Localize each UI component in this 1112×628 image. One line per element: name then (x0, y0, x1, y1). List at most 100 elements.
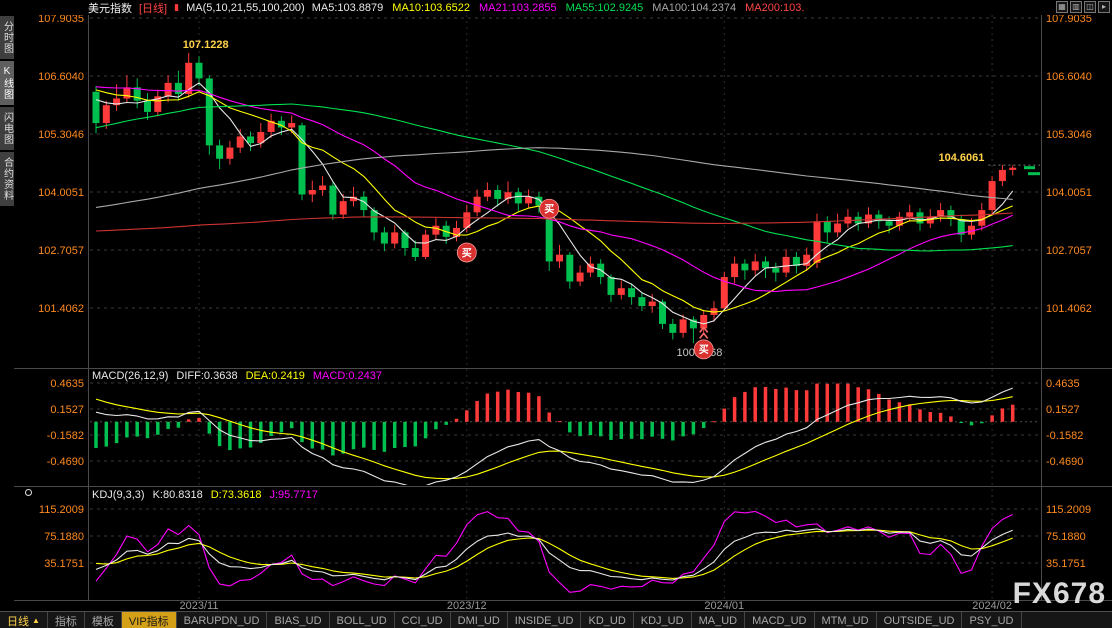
svg-text:-0.1582: -0.1582 (47, 430, 84, 442)
tab-BOLL_UD[interactable]: BOLL_UD (330, 612, 395, 628)
header-ma-value-0: MA5:103.8879 (311, 1, 384, 14)
svg-text:106.6040: 106.6040 (38, 71, 84, 83)
macd-histogram (94, 383, 1015, 456)
bottom-toolbar: 日线 ▲ 指标 模板 VIP指标 BARUPDN_UD BIAS_UD BOLL_UD CC… (0, 611, 1112, 628)
frame-lines (0, 14, 1112, 601)
svg-text:104.0051: 104.0051 (38, 187, 84, 199)
sidebar-item-timeshare-chart[interactable]: 分时图 (0, 16, 14, 59)
candlestick-series (92, 52, 1017, 344)
tab-MACD_UD[interactable]: MACD_UD (745, 612, 815, 628)
svg-text:107.1228: 107.1228 (183, 39, 229, 51)
layout-grid-icon[interactable]: ▦ (1056, 1, 1068, 13)
macd-title: MACD(26,12,9) (92, 370, 169, 382)
svg-text:35.1751: 35.1751 (44, 558, 84, 570)
header-ma-value-5: MA200:103. (745, 1, 805, 14)
svg-text:35.1751: 35.1751 (1046, 558, 1086, 570)
sidebar-item-kline-chart[interactable]: K线图 (0, 61, 14, 105)
period-selector-label: 日线 (7, 615, 29, 628)
svg-text:106.6040: 106.6040 (1046, 71, 1092, 83)
layout-split-icon[interactable]: ▥ (1070, 1, 1082, 13)
header-ma-value-2: MA21:103.2855 (478, 1, 557, 14)
layout-next-icon[interactable]: ▸ (1098, 1, 1110, 13)
kdj-header: KDJ(9,3,3) K:80.8318 D:73.3618 J:95.7717 (92, 489, 318, 501)
layout-single-icon[interactable]: ◫ (1084, 1, 1096, 13)
tab-KDJ_UD[interactable]: KDJ_UD (634, 612, 692, 628)
svg-text:-0.4690: -0.4690 (1046, 456, 1083, 468)
period-tag: [日线] (139, 2, 168, 15)
macd-value-0: DIFF:0.3638 (176, 370, 238, 382)
macd-values: DIFF:0.3638 DEA:0.2419 MACD:0.2437 (176, 370, 382, 382)
buy-marker: 买 (693, 326, 714, 360)
tab-MTM_UD[interactable]: MTM_UD (815, 612, 877, 628)
svg-text:2023/12: 2023/12 (447, 600, 487, 612)
svg-text:104.0051: 104.0051 (1046, 187, 1092, 199)
left-sidebar: 分时图 K线图闪电图合约资料 (0, 16, 14, 206)
macd-value-1: DEA:0.2419 (245, 370, 305, 382)
sidebar-item-contract-info[interactable]: 合约资料 (0, 152, 14, 206)
kdj-value-0: K:80.8318 (152, 489, 203, 501)
chart-header: 美元指数 [日线] ▮ MA(5,10,21,55,100,200) MA5:1… (0, 0, 1112, 15)
svg-text:买: 买 (462, 247, 472, 259)
kdj-title: KDJ(9,3,3) (92, 489, 145, 501)
svg-text:104.6061: 104.6061 (939, 152, 985, 164)
buy-marker: 买 (456, 242, 477, 263)
axis-labels: 107.9035 107.9035 106.6040 106.6040 105.3046… (38, 13, 1092, 570)
tab-DMI_UD[interactable]: DMI_UD (451, 612, 508, 628)
svg-text:102.7057: 102.7057 (38, 245, 84, 257)
svg-text:102.7057: 102.7057 (1046, 245, 1092, 257)
buy-markers: 买买买 (456, 198, 714, 360)
svg-text:101.4062: 101.4062 (1046, 303, 1092, 315)
svg-text:-0.1582: -0.1582 (1046, 430, 1083, 442)
period-selector-button[interactable]: 日线 ▲ (0, 612, 48, 628)
tab-CCI_UD[interactable]: CCI_UD (395, 612, 451, 628)
macd-value-2: MACD:0.2437 (312, 370, 382, 382)
tab-VIP指标[interactable]: VIP指标 (121, 612, 177, 628)
tab-OUTSIDE_UD[interactable]: OUTSIDE_UD (877, 612, 963, 628)
last-price-marker (1024, 166, 1040, 176)
svg-text:-0.4690: -0.4690 (47, 456, 84, 468)
svg-text:2023/11: 2023/11 (180, 600, 219, 612)
indicator-bullet-icon (25, 489, 32, 496)
macd-lines (95, 387, 1013, 485)
svg-text:2024/02: 2024/02 (972, 600, 1012, 612)
tab-BARUPDN_UD[interactable]: BARUPDN_UD (177, 612, 268, 628)
buy-marker: 买 (539, 198, 560, 219)
svg-text:买: 买 (699, 344, 709, 356)
tab-PSY_UD[interactable]: PSY_UD (962, 612, 1022, 628)
ma-settings-label: MA(5,10,21,55,100,200) (186, 1, 305, 14)
tab-模板[interactable]: 模板 (85, 612, 122, 628)
svg-text:107.9035: 107.9035 (1046, 13, 1092, 25)
svg-text:0.1527: 0.1527 (1046, 404, 1080, 416)
svg-text:2024/01: 2024/01 (704, 600, 744, 612)
svg-text:115.2009: 115.2009 (1046, 504, 1091, 516)
chevron-up-icon: ▲ (32, 616, 40, 625)
grid-lines (90, 17, 1040, 564)
header-ma-value-3: MA55:102.9245 (565, 1, 644, 14)
indicator-tabs: 指标 模板 VIP指标 BARUPDN_UD BIAS_UD BOLL_UD CCI_UD D… (48, 612, 1022, 628)
svg-text:115.2009: 115.2009 (39, 504, 84, 516)
svg-text:买: 买 (544, 204, 554, 216)
header-ma-value-1: MA10:103.6522 (392, 1, 470, 14)
tab-MA_UD[interactable]: MA_UD (692, 612, 746, 628)
svg-text:105.3046: 105.3046 (1046, 129, 1092, 141)
tab-指标[interactable]: 指标 (48, 612, 85, 628)
tab-BIAS_UD[interactable]: BIAS_UD (267, 612, 330, 628)
svg-text:107.9035: 107.9035 (38, 13, 84, 25)
svg-text:0.4635: 0.4635 (1046, 378, 1080, 390)
date-labels: 2023/11 2023/12 2024/01 2024/02 (180, 600, 1012, 612)
ma-lines (95, 82, 1014, 325)
symbol-name: 美元指数 (88, 2, 132, 15)
kdj-value-2: J:95.7717 (269, 489, 318, 501)
tab-INSIDE_UD[interactable]: INSIDE_UD (508, 612, 582, 628)
kline-icon: ▮ (174, 2, 180, 12)
header-ma-value-4: MA100:104.2374 (652, 1, 737, 14)
watermark-logo: FX678 (1012, 577, 1106, 610)
tab-KD_UD[interactable]: KD_UD (581, 612, 634, 628)
svg-text:0.4635: 0.4635 (50, 378, 84, 390)
svg-text:75.1880: 75.1880 (44, 531, 84, 543)
sidebar-item-lightning-chart[interactable]: 闪电图 (0, 107, 14, 150)
svg-text:0.1527: 0.1527 (50, 404, 84, 416)
